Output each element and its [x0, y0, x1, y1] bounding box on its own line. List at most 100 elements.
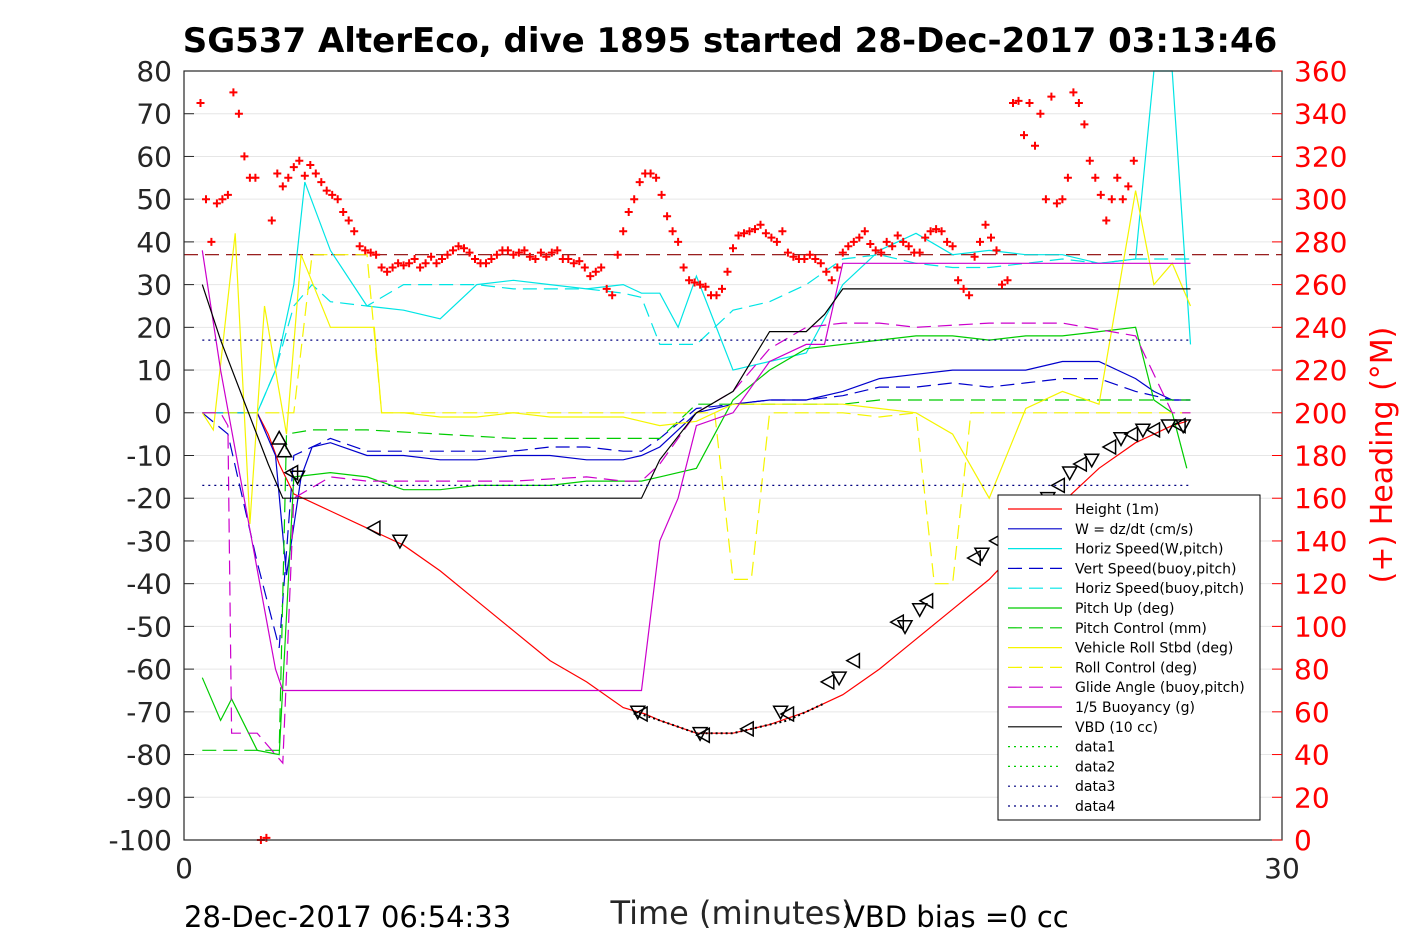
heading-point: [811, 255, 820, 263]
legend-label: data2: [1075, 759, 1115, 775]
left-axis: 80 70 60 50 40 30 20 10 0 -10 -20 -30 -40 -50 -60 -70 -8…: [108, 55, 194, 857]
heading-point: [1085, 156, 1094, 165]
heading-point: [509, 250, 518, 259]
heading-point: [306, 161, 315, 169]
heading-point: [624, 208, 633, 216]
left-tick-label: -80: [126, 739, 172, 772]
depth-marker: [1101, 438, 1117, 456]
depth-marker: [289, 470, 306, 486]
heading-point: [943, 237, 952, 246]
heading-point: [1014, 96, 1023, 105]
depth-markers: [270, 417, 1192, 744]
heading-point: [921, 233, 930, 242]
heading-point: [1113, 173, 1122, 182]
legend-label: VBD (10 cc): [1075, 720, 1158, 736]
left-tick-label: -60: [126, 653, 172, 686]
heading-point: [394, 259, 403, 268]
depth-marker: [1050, 477, 1066, 494]
heading-point: [1031, 141, 1039, 150]
heading-point: [646, 169, 655, 178]
heading-point: [734, 231, 743, 240]
left-tick-label: -50: [126, 610, 172, 643]
heading-point: [427, 252, 436, 261]
heading-point: [833, 263, 842, 272]
legend-label: W = dz/dt (cm/s): [1075, 522, 1194, 538]
heading-point: [278, 182, 287, 191]
depth-marker: [739, 720, 754, 738]
heading-point: [234, 109, 243, 118]
depth-marker: [1123, 425, 1139, 443]
depth-marker: [270, 429, 288, 445]
heading-point: [591, 267, 600, 276]
heading-point: [388, 263, 397, 272]
heading-point: [970, 252, 979, 261]
heading-point: [805, 250, 814, 259]
heading-point: [240, 152, 249, 161]
left-tick-label: -70: [126, 696, 172, 729]
depth-marker: [911, 602, 928, 618]
heading-point: [1118, 195, 1127, 204]
heading-point: [300, 171, 309, 180]
heading-point: [789, 252, 798, 261]
heading-point: [800, 255, 809, 263]
heading-point: [1069, 88, 1078, 97]
right-tick-label: 320: [1294, 140, 1347, 173]
legend-label: Pitch Control (mm): [1075, 621, 1207, 637]
heading-point: [937, 227, 946, 236]
footer-vbd-bias: VBD bias =0 cc: [845, 900, 1069, 934]
heading-point: [339, 208, 348, 216]
heading-point: [608, 291, 617, 300]
heading-point: [410, 255, 419, 263]
heading-point: [855, 233, 864, 242]
heading-point: [438, 255, 446, 263]
heading-point: [492, 250, 501, 259]
heading-point: [569, 259, 578, 268]
chart-title: SG537 AlterEco, dive 1895 started 28-Dec…: [183, 21, 1278, 61]
heading-point: [536, 248, 545, 257]
heading-point: [981, 220, 990, 229]
right-tick-label: 60: [1294, 696, 1330, 729]
heading-point: [827, 276, 836, 285]
heading-point: [350, 227, 359, 236]
depth-marker: [276, 442, 293, 458]
left-tick-label: -20: [126, 482, 172, 515]
heading-point: [207, 237, 216, 246]
heading-point: [904, 242, 913, 251]
heading-point: [1096, 190, 1105, 199]
left-tick-label: -90: [126, 781, 172, 814]
series-line-6: [202, 399, 1191, 751]
heading-point: [372, 250, 381, 259]
heading-point: [866, 240, 875, 248]
legend-label: Height (1m): [1075, 502, 1159, 518]
heading-point: [514, 248, 523, 257]
series-line-5: [201, 326, 1188, 756]
left-tick-label: 30: [136, 269, 172, 302]
heading-point: [602, 284, 611, 293]
heading-point: [333, 195, 342, 204]
heading-point: [915, 248, 924, 257]
heading-point: [1052, 199, 1061, 208]
heading-point: [987, 233, 995, 242]
heading-point: [202, 195, 210, 204]
series-line-7: [201, 190, 1192, 524]
left-tick-label: -100: [108, 824, 172, 857]
heading-point: [1041, 195, 1050, 204]
depth-marker: [1174, 419, 1192, 435]
left-tick-label: -40: [126, 568, 172, 601]
heading-point: [1129, 156, 1138, 165]
right-axis-label: (+) Heading (°M): [1365, 327, 1400, 584]
right-tick-label: 100: [1294, 610, 1347, 643]
heading-point: [772, 237, 781, 246]
depth-marker: [1072, 455, 1088, 473]
heading-point: [229, 88, 238, 97]
heading-point: [838, 248, 847, 257]
depth-marker: [1145, 421, 1161, 439]
heading-point: [663, 212, 672, 221]
heading-point: [405, 259, 414, 268]
heading-point: [849, 237, 858, 246]
right-tick-label: 260: [1294, 269, 1347, 302]
right-tick-label: 360: [1294, 55, 1347, 88]
heading-point: [1036, 109, 1045, 118]
heading-point: [597, 263, 606, 272]
heading-point: [1003, 276, 1012, 285]
